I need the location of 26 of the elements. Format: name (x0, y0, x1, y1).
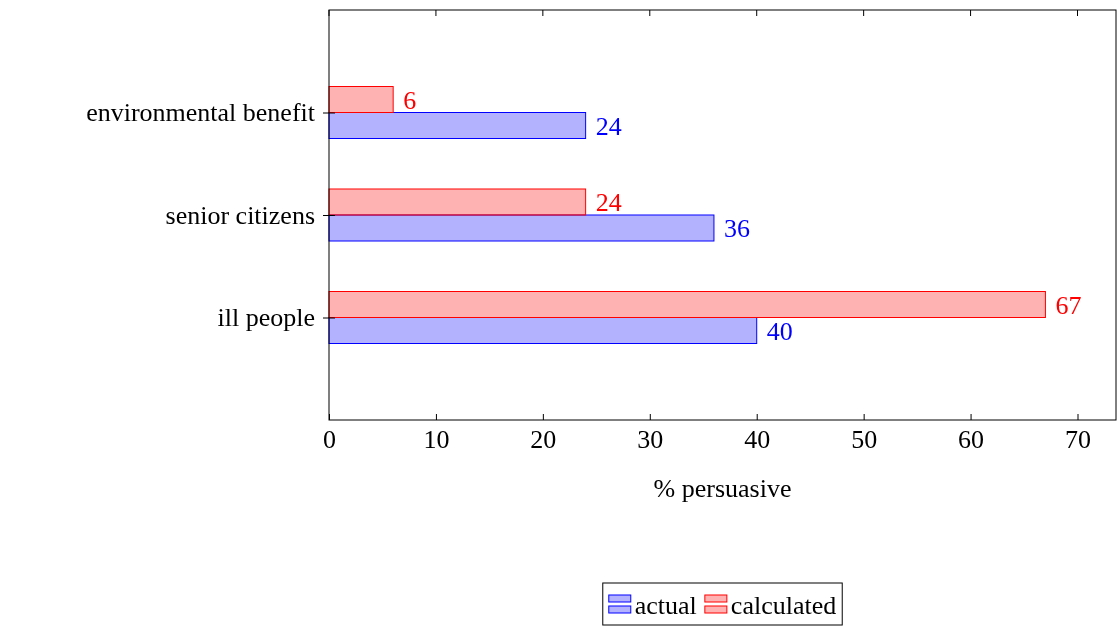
bar (328, 112, 587, 139)
bar (328, 317, 758, 344)
data-label: 40 (766, 316, 793, 346)
x-tick-label: 70 (1065, 425, 1092, 455)
data-label: 67 (1055, 290, 1082, 320)
data-label: 36 (723, 214, 750, 244)
y-tick-label: environmental benefit (86, 98, 316, 128)
x-tick-label: 20 (530, 425, 557, 455)
bar (328, 214, 715, 242)
y-tick-label: senior citizens (165, 200, 315, 230)
x-tick-label: 50 (851, 425, 878, 455)
data-label: 6 (403, 85, 417, 115)
x-axis-title: % persuasive (653, 474, 792, 503)
data-label: 24 (595, 111, 622, 141)
bar (328, 188, 587, 216)
bar (328, 291, 1046, 318)
bar (328, 86, 394, 113)
legend-label: actual (634, 591, 697, 621)
x-tick-label: 40 (744, 425, 771, 455)
x-tick-label: 10 (423, 425, 450, 455)
x-tick-label: 60 (958, 425, 985, 455)
data-label: 24 (595, 188, 622, 218)
legend-label: calculated (730, 591, 837, 621)
y-tick-label: ill people (217, 303, 315, 333)
x-tick-label: 0 (323, 425, 336, 455)
x-tick-label: 30 (637, 425, 664, 455)
